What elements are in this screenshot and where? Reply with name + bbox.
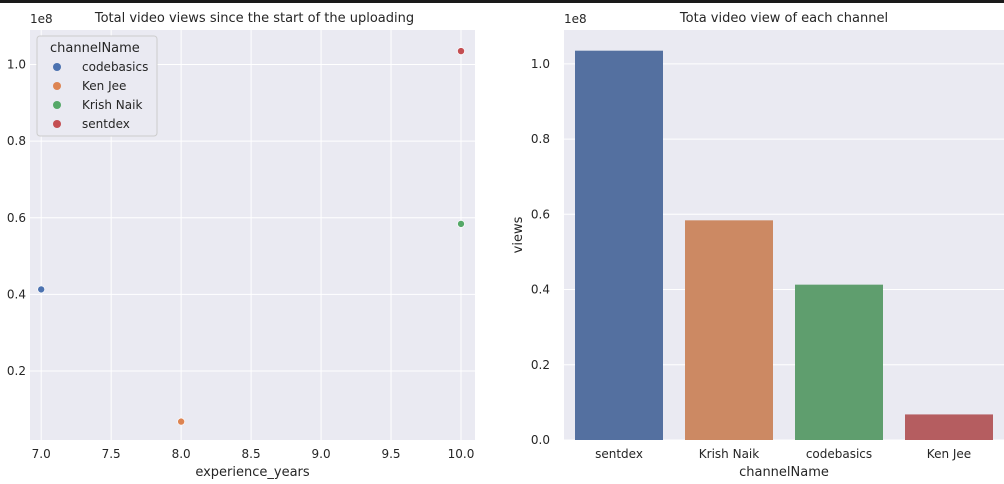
bar-x-tick-label: codebasics — [806, 447, 872, 461]
scatter-x-tick-label: 9.5 — [381, 447, 400, 461]
scatter-legend: channelName codebasics Ken Jee Krish Naik se… — [36, 35, 158, 137]
legend-marker — [53, 63, 61, 71]
bar-x-axis-title: channelName — [739, 465, 829, 480]
scatter-y-tick-label: 1.0 — [7, 57, 26, 71]
scatter-y-tick-label: 0.8 — [7, 134, 26, 148]
bar-sentdex — [575, 50, 663, 440]
scatter-point-sentdex — [457, 47, 465, 55]
bar-title: Tota video view of each channel — [679, 11, 888, 26]
legend-entry-label: Krish Naik — [82, 98, 142, 112]
legend-entry-label: Ken Jee — [82, 79, 126, 93]
bar-y-tick-label: 1.0 — [531, 57, 550, 71]
scatter-point-ken-jee — [177, 417, 185, 426]
scatter-y-tick-label: 0.6 — [7, 211, 26, 225]
window-top-border — [0, 0, 1004, 3]
legend-marker — [53, 120, 61, 128]
bar-x-tick-label: Krish Naik — [699, 447, 759, 461]
scatter-x-tick-label: 7.5 — [102, 447, 121, 461]
bar-y-tick-label: 0.2 — [531, 358, 550, 372]
legend-title: channelName — [50, 41, 140, 56]
scatter-point-codebasics — [37, 285, 45, 294]
scatter-point-krish-naik — [457, 220, 465, 228]
bar-y-tick-label: 0.8 — [531, 132, 550, 146]
scatter-x-tick-label: 8.0 — [172, 447, 191, 461]
scatter-x-tick-label: 10.0 — [448, 447, 475, 461]
bar-ken-jee — [905, 414, 993, 440]
scatter-y-offset-label: 1e8 — [30, 12, 53, 26]
scatter-x-tick-label: 8.5 — [242, 447, 261, 461]
bar-y-tick-label: 0.0 — [531, 433, 550, 447]
legend-frame — [36, 35, 158, 137]
legend-entry-label: codebasics — [82, 60, 148, 74]
legend-marker — [53, 101, 61, 109]
scatter-x-axis-title: experience_years — [195, 465, 310, 480]
scatter-x-tick-label: 9.0 — [312, 447, 331, 461]
bar-krish-naik — [685, 220, 773, 440]
scatter-x-tick-label: 7.0 — [32, 447, 51, 461]
bar-y-tick-label: 0.6 — [531, 207, 550, 221]
scatter-y-tick-label: 0.4 — [7, 287, 26, 301]
scatter-y-tick-label: 0.2 — [7, 364, 26, 378]
bar-x-tick-label: Ken Jee — [927, 447, 971, 461]
bar-x-tick-label: sentdex — [595, 447, 643, 461]
legend-marker — [53, 82, 61, 90]
bar-y-axis-title: views — [511, 216, 526, 253]
bar-codebasics — [795, 284, 883, 440]
scatter-title: Total video views since the start of the… — [94, 11, 414, 26]
bar-y-tick-label: 0.4 — [531, 283, 550, 297]
bar-y-offset-label: 1e8 — [564, 12, 587, 26]
legend-entry-label: sentdex — [82, 117, 130, 131]
